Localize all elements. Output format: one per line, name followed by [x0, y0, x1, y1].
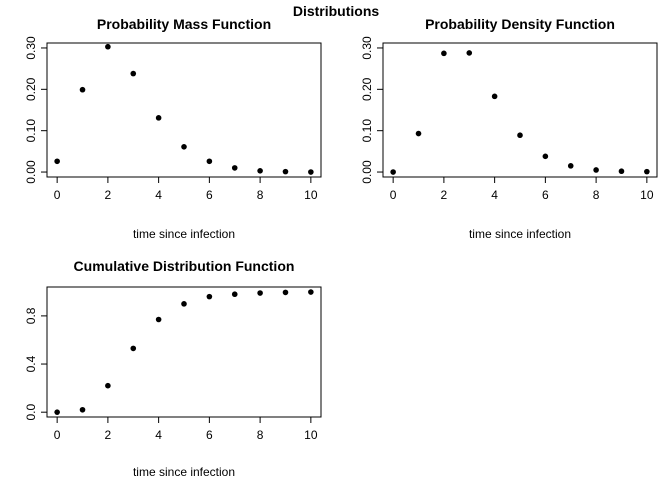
- data-point: [231, 291, 238, 298]
- panel-title: Cumulative Distribution Function: [74, 258, 295, 274]
- x-tick-label: 6: [542, 188, 549, 202]
- y-tick-label: 0.8: [24, 307, 38, 324]
- data-point: [466, 50, 473, 56]
- plot-frame: [46, 42, 322, 178]
- data-point: [79, 406, 86, 413]
- data-point: [542, 153, 549, 160]
- x-tick-label: 4: [155, 428, 162, 442]
- x-tick-label: 4: [491, 188, 498, 202]
- data-point: [517, 132, 523, 139]
- data-point: [644, 168, 650, 175]
- y-tick-label: 0.0: [24, 404, 38, 421]
- data-point: [181, 144, 187, 150]
- x-tick-label: 10: [304, 428, 318, 442]
- data-point: [308, 289, 314, 295]
- data-point: [390, 169, 396, 175]
- data-point: [282, 168, 289, 175]
- data-point: [567, 163, 574, 169]
- x-tick-label: 2: [105, 428, 112, 442]
- data-point: [130, 70, 137, 77]
- x-tick-label: 0: [390, 188, 397, 202]
- chart-panel-3: Cumulative Distribution Function 0 2 4 6 8 10 0…: [24, 258, 322, 479]
- data-point: [618, 168, 625, 175]
- y-tick-label: 0.00: [24, 160, 38, 184]
- data-point: [231, 165, 238, 171]
- figure-title: Distributions: [293, 3, 380, 19]
- data-point: [441, 50, 447, 57]
- data-point: [105, 43, 111, 50]
- data-point: [308, 169, 314, 175]
- x-axis-label: time since infection: [133, 465, 235, 479]
- panel-title: Probability Mass Function: [97, 16, 271, 32]
- x-tick-label: 2: [441, 188, 448, 202]
- data-point: [54, 158, 60, 165]
- data-point: [155, 115, 162, 121]
- plot-frame: [46, 286, 322, 418]
- data-point: [155, 316, 162, 323]
- x-tick-label: 2: [105, 188, 112, 202]
- data-point: [491, 93, 498, 100]
- plot-frame: [382, 42, 658, 178]
- data-point: [206, 158, 213, 165]
- y-tick-label: 0.30: [24, 36, 38, 60]
- y-tick-label: 0.4: [24, 355, 38, 372]
- data-point: [79, 86, 86, 93]
- x-tick-label: 0: [54, 188, 61, 202]
- x-tick-label: 8: [257, 188, 264, 202]
- x-tick-label: 8: [593, 188, 600, 202]
- data-point: [130, 345, 137, 352]
- chart-panel-1: Probability Mass Function 0 2 4 6 8 10 0.00 0.10…: [24, 16, 322, 241]
- data-point: [415, 130, 422, 137]
- chart-panel-2: Probability Density Function 0 2 4 6 8 10 0.00 0…: [360, 16, 658, 241]
- x-tick-label: 6: [206, 188, 213, 202]
- data-point: [181, 301, 187, 307]
- panel-title: Probability Density Function: [425, 16, 615, 32]
- data-point: [54, 409, 60, 415]
- y-tick-label: 0.20: [360, 77, 374, 101]
- y-tick-label: 0.30: [360, 36, 374, 60]
- x-tick-label: 4: [155, 188, 162, 202]
- y-tick-label: 0.20: [24, 77, 38, 101]
- x-axis-label: time since infection: [469, 227, 571, 241]
- data-point: [257, 290, 263, 296]
- x-tick-label: 6: [206, 428, 213, 442]
- data-point: [206, 293, 213, 300]
- y-tick-label: 0.10: [24, 119, 38, 143]
- x-tick-label: 10: [640, 188, 654, 202]
- data-point: [105, 382, 111, 389]
- y-tick-label: 0.00: [360, 160, 374, 184]
- x-tick-label: 10: [304, 188, 318, 202]
- data-point: [282, 289, 289, 296]
- x-tick-label: 0: [54, 428, 61, 442]
- data-point: [257, 167, 263, 174]
- x-tick-label: 8: [257, 428, 264, 442]
- data-point: [593, 167, 599, 173]
- y-tick-label: 0.10: [360, 119, 374, 143]
- x-axis-label: time since infection: [133, 227, 235, 241]
